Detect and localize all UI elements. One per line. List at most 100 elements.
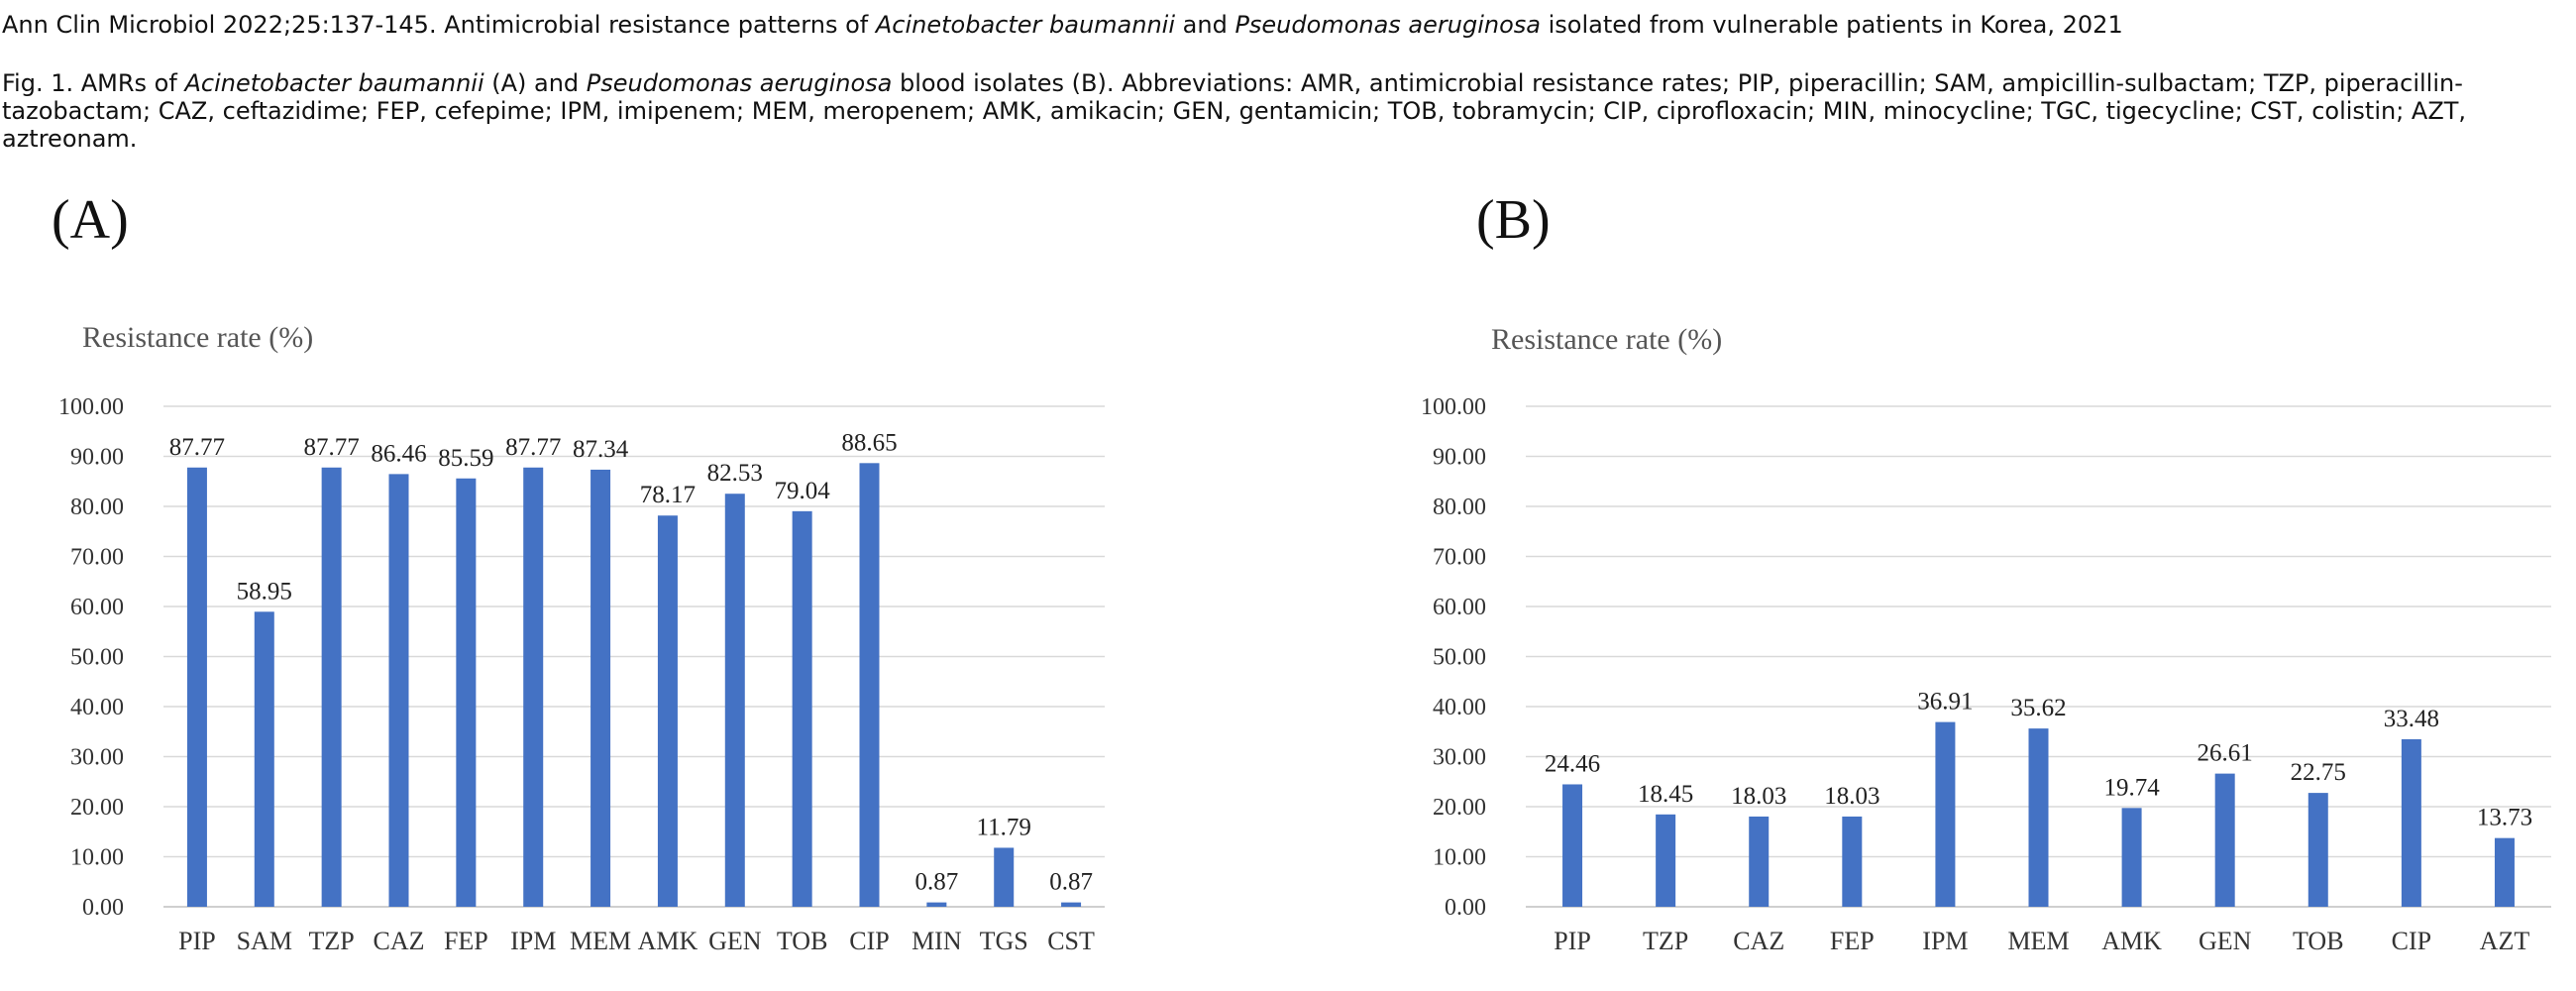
- x-tick-label: PIP: [178, 927, 216, 955]
- data-label: 19.74: [2103, 774, 2160, 801]
- bar: [523, 467, 544, 907]
- bar: [186, 467, 207, 907]
- bar: [1749, 816, 1770, 907]
- citation-organism-2: Pseudomonas aeruginosa: [1234, 11, 1541, 39]
- x-tick-label: GEN: [708, 927, 762, 955]
- y-tick-label: 0.00: [82, 895, 124, 921]
- citation-prefix: Ann Clin Microbiol 2022;25:137-145. Anti…: [2, 11, 876, 39]
- y-tick-label: 60.00: [70, 595, 124, 620]
- y-tick-label: 80.00: [1433, 495, 1486, 520]
- x-tick-label: SAM: [237, 927, 292, 955]
- bar: [926, 902, 947, 907]
- data-label: 13.73: [2477, 805, 2532, 831]
- data-label: 22.75: [2291, 759, 2346, 786]
- data-label: 36.91: [1917, 689, 1973, 716]
- bar: [1061, 902, 1082, 907]
- x-tick-label: CAZ: [374, 927, 425, 955]
- x-tick-label: PIP: [1554, 927, 1591, 955]
- x-tick-label: IPM: [510, 927, 556, 955]
- y-tick-label: 0.00: [1445, 895, 1486, 921]
- panel-label: (B): [1476, 189, 1551, 251]
- data-label: 87.77: [304, 434, 360, 461]
- x-tick-label: FEP: [1830, 927, 1875, 955]
- y-tick-label: 50.00: [70, 645, 124, 671]
- data-label: 78.17: [640, 482, 696, 508]
- x-tick-label: TOB: [2293, 927, 2344, 955]
- y-tick-label: 50.00: [1433, 645, 1486, 671]
- y-tick-label: 100.00: [1421, 394, 1486, 420]
- y-tick-label: 20.00: [1433, 795, 1486, 821]
- caption-mid: (A) and: [483, 69, 587, 97]
- citation-organism-1: Acinetobacter baumannii: [875, 11, 1176, 39]
- y-tick-label: 40.00: [70, 695, 124, 720]
- x-tick-label: MEM: [2007, 927, 2069, 955]
- x-tick-label: TOB: [777, 927, 828, 955]
- data-label: 26.61: [2198, 740, 2253, 767]
- x-tick-label: AMK: [638, 927, 698, 955]
- data-label: 87.34: [573, 436, 629, 463]
- x-tick-label: TZP: [309, 927, 355, 955]
- bar: [2214, 773, 2235, 907]
- data-label: 87.77: [169, 434, 225, 461]
- data-label: 11.79: [977, 814, 1031, 840]
- citation-suffix: isolated from vulnerable patients in Kor…: [1540, 11, 2123, 39]
- bar: [2121, 808, 2142, 907]
- y-tick-label: 40.00: [1433, 695, 1486, 720]
- data-label: 18.45: [1638, 781, 1693, 808]
- bar: [321, 467, 342, 907]
- data-label: 79.04: [775, 478, 831, 504]
- data-label: 58.95: [237, 578, 292, 605]
- bar: [388, 474, 409, 907]
- y-tick-label: 70.00: [1433, 545, 1486, 571]
- figure-caption: Fig. 1. AMRs of Acinetobacter baumannii …: [2, 69, 2509, 153]
- bar: [1656, 814, 1676, 907]
- y-tick-label: 90.00: [70, 445, 124, 471]
- data-label: 87.77: [505, 434, 561, 461]
- x-tick-label: CIP: [849, 927, 889, 955]
- y-tick-label: 100.00: [58, 394, 124, 420]
- caption-organism-1: Acinetobacter baumannii: [184, 69, 484, 97]
- bar: [994, 847, 1015, 907]
- data-label: 24.46: [1545, 750, 1600, 777]
- x-tick-label: TZP: [1643, 927, 1688, 955]
- y-tick-label: 80.00: [70, 495, 124, 520]
- bar: [1935, 721, 1956, 907]
- y-tick-label: 20.00: [70, 795, 124, 821]
- y-tick-label: 30.00: [1433, 745, 1486, 771]
- chart-panel-b: (B) Resistance rate (%) 0.00 10.00 20.00 30.0…: [1421, 189, 2551, 955]
- y-tick-label: 10.00: [70, 845, 124, 871]
- bar: [859, 463, 880, 907]
- x-tick-label: CAZ: [1733, 927, 1784, 955]
- data-label: 86.46: [371, 440, 426, 467]
- x-tick-label: MIN: [912, 927, 962, 955]
- citation-line: Ann Clin Microbiol 2022;25:137-145. Anti…: [2, 10, 2123, 40]
- data-label: 0.87: [914, 869, 958, 896]
- bar: [724, 494, 745, 907]
- data-label: 0.87: [1049, 869, 1093, 896]
- bar: [2028, 728, 2049, 907]
- x-tick-label: AZT: [2480, 927, 2530, 955]
- x-tick-label: MEM: [570, 927, 631, 955]
- bar: [1842, 816, 1863, 907]
- bar: [2308, 793, 2328, 907]
- bar: [2494, 837, 2515, 907]
- data-label: 88.65: [841, 429, 897, 456]
- caption-prefix: Fig. 1. AMRs of: [2, 69, 185, 97]
- data-label: 82.53: [707, 460, 763, 487]
- bar: [1562, 784, 1583, 907]
- x-tick-label: AMK: [2101, 927, 2162, 955]
- x-tick-label: IPM: [1922, 927, 1968, 955]
- panel-label: (A): [52, 189, 129, 251]
- y-tick-label: 10.00: [1433, 845, 1486, 871]
- data-label: 33.48: [2384, 706, 2439, 732]
- data-label: 35.62: [2010, 695, 2066, 721]
- chart-panel-a: (A) Resistance rate (%) 0.00 10.00 20.00 30.0…: [52, 189, 1105, 955]
- x-tick-label: TGS: [980, 927, 1028, 955]
- y-tick-label: 70.00: [70, 545, 124, 571]
- bar: [657, 515, 678, 907]
- bar: [254, 611, 274, 907]
- x-tick-label: CST: [1047, 927, 1095, 955]
- data-label: 85.59: [438, 445, 493, 472]
- y-tick-label: 90.00: [1433, 445, 1486, 471]
- data-label: 18.03: [1824, 783, 1879, 810]
